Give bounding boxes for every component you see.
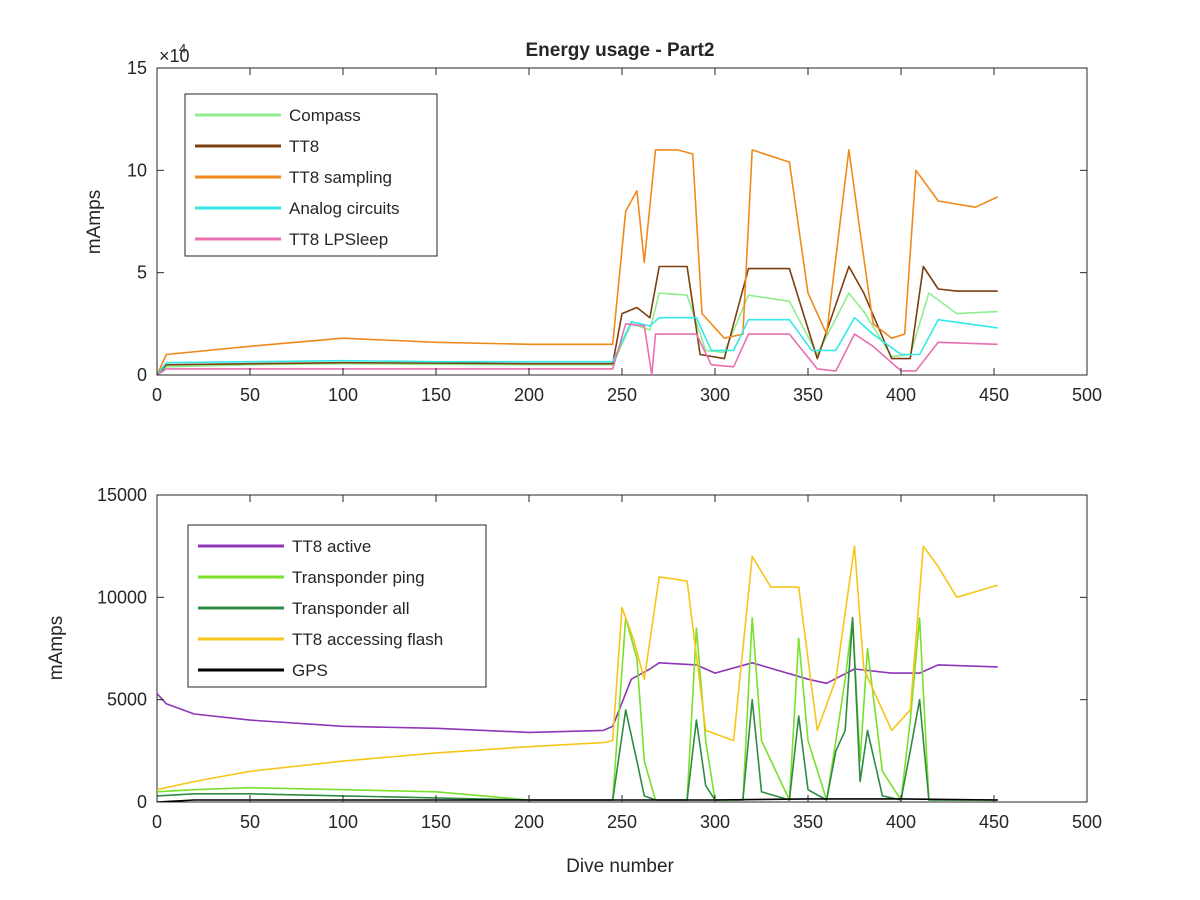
y-tick-label: 15: [127, 58, 147, 78]
x-tick-label: 50: [240, 385, 260, 405]
series-line-3: [157, 545, 998, 791]
x-tick-label: 300: [700, 385, 730, 405]
series-line-1: [157, 265, 998, 375]
legend-label: TT8 sampling: [289, 168, 392, 187]
y-exponent-label: ×10: [159, 46, 190, 66]
x-tick-label: 150: [421, 385, 451, 405]
legend: TT8 active Transponder ping Transponder al…: [187, 524, 487, 688]
x-tick-label: 0: [152, 385, 162, 405]
y-axis-label: mAmps: [84, 190, 105, 254]
legend-box: [187, 524, 487, 688]
series-line-0: [157, 292, 998, 375]
x-tick-label: 150: [421, 812, 451, 832]
x-tick-label: 350: [793, 385, 823, 405]
series-line-3: [157, 316, 998, 375]
y-tick-label: 5: [137, 263, 147, 283]
x-tick-label: 100: [328, 385, 358, 405]
x-tick-label: 350: [793, 812, 823, 832]
y-tick-label: 10: [127, 160, 147, 180]
y-exponent-power: 4: [179, 41, 186, 56]
top-chart: 0 50 100 150 200 250 300 350 400 450 500 0 5 10 15 ×104…: [84, 41, 1102, 405]
figure-title: Energy usage - Part2: [525, 40, 714, 61]
x-tick-label: 200: [514, 812, 544, 832]
bottom-chart: 0 50 100 150 200 250 300 350 400 450 5000500010000…: [46, 485, 1102, 832]
legend-label: Transponder all: [292, 599, 410, 618]
x-tick-label: 450: [979, 812, 1009, 832]
y-tick-label: 0: [137, 365, 147, 385]
y-tick-label: 15000: [97, 485, 147, 505]
x-tick-label: 250: [607, 812, 637, 832]
y-axis-label: mAmps: [46, 616, 67, 680]
x-tick-label: 100: [328, 812, 358, 832]
y-tick-label: 10000: [97, 587, 147, 607]
legend-label: TT8: [289, 137, 319, 156]
x-axis-label: Dive number: [566, 856, 674, 877]
series-group: [157, 149, 999, 375]
series-line-0: [157, 662, 998, 734]
y-tick-label: 0: [137, 792, 147, 812]
x-tick-label: 500: [1072, 812, 1102, 832]
x-tick-label: 450: [979, 385, 1009, 405]
legend-label: GPS: [292, 661, 328, 680]
x-tick-label: 50: [240, 812, 260, 832]
legend-label: Compass: [289, 106, 361, 125]
x-tick-label: 400: [886, 812, 916, 832]
y-tick-label: 5000: [107, 690, 147, 710]
x-tick-label: 500: [1072, 385, 1102, 405]
series-line-2: [157, 149, 999, 375]
x-tick-label: 300: [700, 812, 730, 832]
legend-label: TT8 active: [292, 537, 371, 556]
legend-label: Analog circuits: [289, 199, 400, 218]
legend-label: TT8 LPSleep: [289, 230, 388, 249]
legend-box: [184, 93, 438, 257]
x-tick-label: 200: [514, 385, 544, 405]
legend-label: Transponder ping: [292, 568, 425, 587]
x-tick-label: 0: [152, 812, 162, 832]
x-tick-label: 400: [886, 385, 916, 405]
series-line-4: [157, 323, 998, 375]
x-tick-label: 250: [607, 385, 637, 405]
legend: Compass TT8 TT8 sampling Analog circuits TT8…: [184, 93, 438, 257]
legend-label: TT8 accessing flash: [292, 630, 443, 649]
